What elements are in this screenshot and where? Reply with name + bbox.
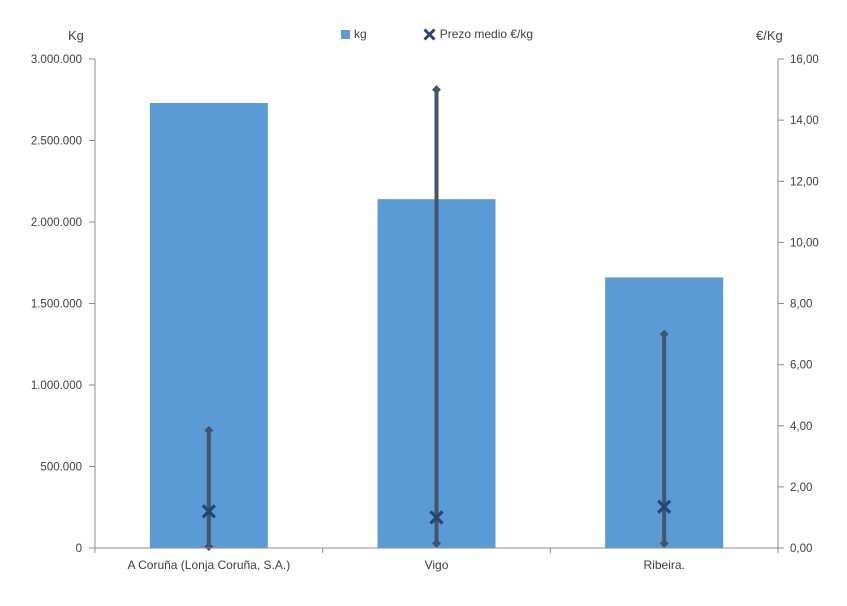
legend-item-kg: kg	[341, 27, 367, 41]
max-price-marker-1	[432, 85, 441, 95]
min-price-marker-0	[204, 541, 214, 551]
right-axis-tick-label: 0,00	[790, 543, 812, 555]
left-axis-title: Kg	[68, 28, 84, 43]
left-axis-tick-label: 0	[76, 543, 82, 555]
min-price-marker-1	[432, 538, 441, 548]
legend-label-kg: kg	[354, 27, 367, 41]
right-axis-tick-label: 6,00	[790, 360, 812, 372]
avg-price-marker-0	[201, 504, 216, 519]
avg-price-marker-2	[657, 499, 672, 514]
right-axis-tick-label: 8,00	[790, 299, 812, 311]
legend-label-prezo-medio: Prezo medio €/kg	[439, 27, 534, 41]
right-axis-tick-label: 16,00	[790, 54, 819, 66]
category-label-0: A Coruña (Lonja Coruña, S.A.)	[127, 558, 290, 572]
left-axis-tick-label: 1.000.000	[31, 380, 82, 392]
left-axis-tick-label: 1.500.000	[31, 299, 82, 311]
left-axis-tick-label: 500.000	[40, 462, 82, 474]
right-axis-tick-label: 4,00	[790, 421, 812, 433]
min-price-marker-2	[659, 538, 669, 548]
max-price-marker-0	[204, 425, 214, 435]
category-label-1: Vigo	[425, 558, 449, 572]
legend-item-prezo-medio: Prezo medio €/kg	[423, 27, 533, 41]
left-axis-tick-label: 2.500.000	[31, 136, 82, 148]
right-axis-tick-label: 12,00	[790, 176, 819, 188]
max-price-marker-2	[659, 329, 669, 339]
legend-square-swatch	[341, 29, 350, 39]
right-axis-tick-label: 10,00	[790, 237, 819, 249]
left-axis-tick-label: 3.000.000	[31, 54, 82, 66]
right-axis-title: €/Kg	[756, 28, 783, 43]
avg-price-marker-1	[429, 510, 444, 525]
left-axis-tick-label: 2.000.000	[31, 217, 82, 229]
category-label-2: Ribeira.	[643, 558, 684, 572]
right-axis-tick-label: 14,00	[790, 115, 819, 127]
right-axis-tick-label: 2,00	[790, 482, 812, 494]
legend: kg Prezo medio €/kg	[341, 27, 533, 41]
legend-x-marker-icon	[423, 27, 436, 41]
